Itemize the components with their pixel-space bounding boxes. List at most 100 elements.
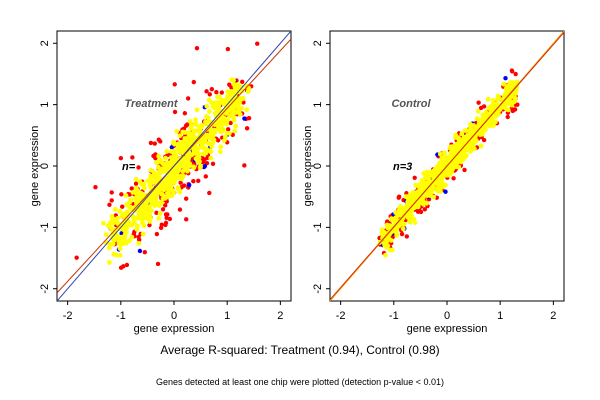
scatter-point-yellow xyxy=(438,173,444,179)
scatter-point-yellow xyxy=(119,240,125,245)
scatter-point-yellow xyxy=(178,173,184,179)
scatter-point-red xyxy=(93,184,98,190)
scatter-point-yellow xyxy=(170,169,176,175)
scatter-point-red xyxy=(130,155,135,160)
scatter-point-yellow xyxy=(157,187,163,193)
scatter-point-yellow xyxy=(178,157,184,162)
scatter-point-yellow xyxy=(216,118,221,124)
scatter-point-yellow xyxy=(507,99,513,105)
scatter-point-yellow xyxy=(465,132,471,138)
scatter-point-yellow xyxy=(127,238,132,244)
scatter-point-yellow xyxy=(431,168,436,174)
scatter-point-yellow xyxy=(391,226,396,232)
scatter-point-yellow xyxy=(394,231,400,237)
scatter-point-yellow xyxy=(451,157,457,163)
scatter-point-yellow xyxy=(188,125,194,131)
scatter-point-yellow xyxy=(495,96,500,102)
scatter-point-yellow xyxy=(187,119,193,124)
scatter-point-red xyxy=(404,234,410,239)
scatter-point-yellow xyxy=(429,179,435,185)
chart-caption: Average R-squared: Treatment (0.94), Con… xyxy=(160,343,440,357)
scatter-point-yellow xyxy=(104,240,109,245)
scatter-point-yellow xyxy=(154,175,160,181)
scatter-point-yellow xyxy=(501,103,506,109)
scatter-point-red xyxy=(74,255,79,260)
x-tick-label: 2 xyxy=(277,310,283,322)
scatter-point-yellow xyxy=(117,208,123,214)
scatter-point-red xyxy=(172,82,177,87)
scatter-point-yellow xyxy=(191,147,197,153)
scatter-point-yellow xyxy=(189,139,195,145)
scatter-point-red xyxy=(158,225,164,230)
scatter-point-yellow xyxy=(486,123,492,129)
scatter-point-yellow xyxy=(154,160,159,165)
scatter-point-yellow xyxy=(144,214,150,219)
scatter-point-red xyxy=(513,71,518,77)
control-y-axis-label: gene expression xyxy=(302,126,314,207)
scatter-point-yellow xyxy=(485,96,491,102)
scatter-point-yellow xyxy=(139,209,145,215)
scatter-point-yellow xyxy=(384,236,390,242)
scatter-point-yellow xyxy=(171,189,176,195)
scatter-point-yellow xyxy=(436,164,442,170)
scatter-point-yellow xyxy=(193,128,199,134)
scatter-point-blue xyxy=(169,145,175,150)
x-tick-label: 1 xyxy=(224,310,230,322)
treatment-ticks: -2 -1 0 1 2 -2 -1 0 1 2 xyxy=(39,40,284,322)
scatter-point-yellow xyxy=(442,150,447,156)
scatter-point-red xyxy=(228,120,233,126)
scatter-point-yellow xyxy=(124,202,130,208)
scatter-point-red xyxy=(184,122,190,127)
scatter-point-yellow xyxy=(405,195,411,201)
scatter-point-yellow xyxy=(233,123,239,129)
scatter-point-yellow xyxy=(164,164,170,170)
scatter-point-yellow xyxy=(172,141,177,147)
scatter-point-yellow xyxy=(131,217,137,222)
control-title: Control xyxy=(391,98,431,110)
scatter-point-yellow xyxy=(426,176,431,182)
scatter-point-yellow xyxy=(463,146,469,152)
scatter-point-yellow xyxy=(210,140,216,146)
scatter-point-yellow xyxy=(218,123,224,129)
scatter-point-red xyxy=(191,178,196,184)
scatter-point-yellow xyxy=(479,128,485,134)
scatter-point-yellow xyxy=(221,138,227,143)
scatter-point-blue xyxy=(137,248,143,254)
scatter-point-yellow xyxy=(207,108,212,114)
scatter-point-red xyxy=(136,165,141,170)
scatter-point-yellow xyxy=(133,185,139,191)
scatter-point-yellow xyxy=(224,119,230,125)
scatter-point-yellow xyxy=(396,223,402,229)
treatment-x-axis-label: gene expression xyxy=(134,323,215,335)
scatter-point-yellow xyxy=(233,85,239,91)
scatter-point-yellow xyxy=(217,149,223,155)
scatter-point-red xyxy=(119,192,124,197)
scatter-point-yellow xyxy=(215,94,220,100)
scatter-point-red xyxy=(505,114,510,120)
control-panel: -2 -1 0 1 2 -2 -1 0 1 2 Control n=3 gene expressi… xyxy=(302,30,565,335)
scatter-point-red xyxy=(142,249,148,255)
scatter-point-yellow xyxy=(182,130,188,135)
scatter-point-yellow xyxy=(193,117,199,123)
scatter-point-yellow xyxy=(139,204,145,209)
scatter-point-yellow xyxy=(196,155,202,161)
scatter-point-yellow xyxy=(197,165,203,171)
scatter-point-blue xyxy=(119,231,124,236)
scatter-point-red xyxy=(225,46,231,52)
scatter-point-yellow xyxy=(414,191,420,197)
scatter-point-yellow xyxy=(385,225,391,231)
scatter-point-yellow xyxy=(488,104,493,109)
scatter-point-red xyxy=(191,79,197,85)
scatter-point-yellow xyxy=(459,131,465,137)
scatter-point-yellow xyxy=(147,219,153,224)
scatter-point-yellow xyxy=(492,112,498,118)
scatter-point-yellow xyxy=(186,155,191,161)
treatment-panel: -2 -1 0 1 2 -2 -1 0 1 2 Treatment n= gene express… xyxy=(29,30,292,335)
scatter-point-yellow xyxy=(187,163,192,169)
scatter-point-red xyxy=(209,86,215,92)
scatter-point-yellow xyxy=(129,234,135,240)
scatter-point-yellow xyxy=(117,246,123,252)
scatter-point-yellow xyxy=(109,217,115,223)
scatter-point-yellow xyxy=(431,194,437,200)
